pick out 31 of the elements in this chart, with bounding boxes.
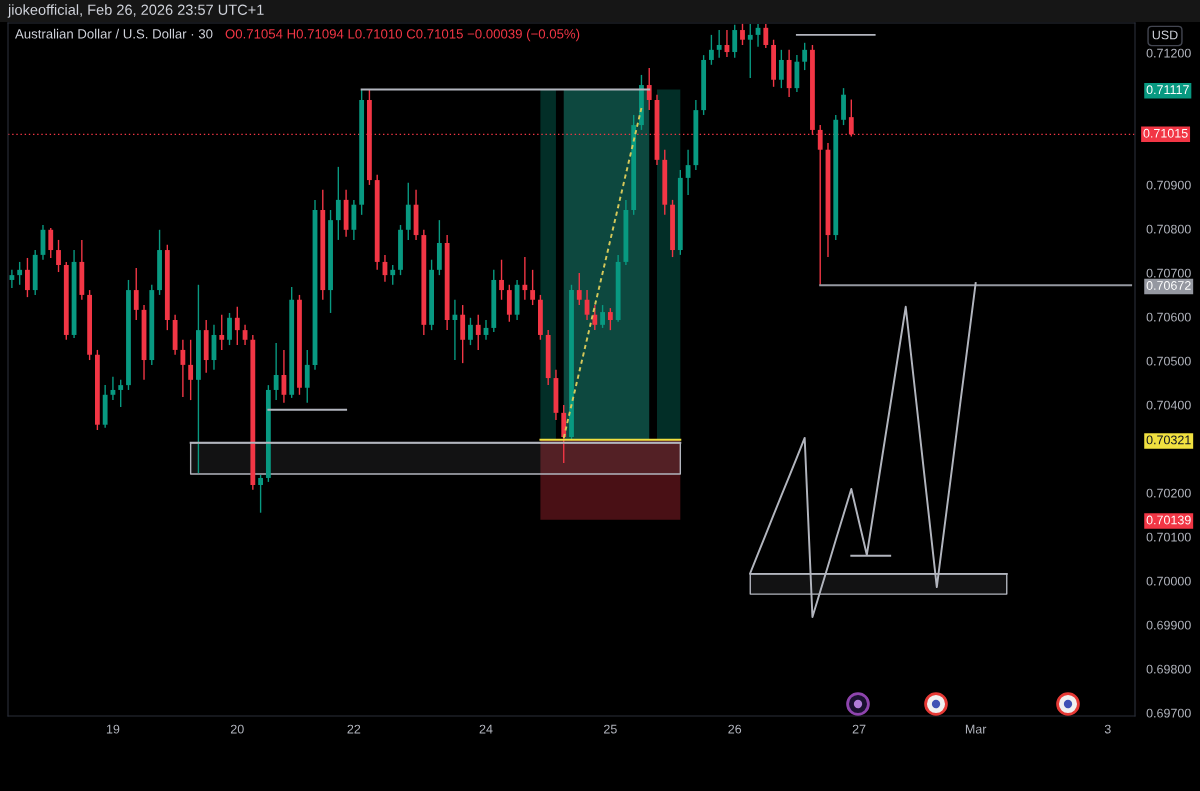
y-tick-label: 0.70100 bbox=[1146, 532, 1191, 542]
y-tick-label: 0.70321 bbox=[1146, 435, 1191, 445]
y-tick-label: 0.69900 bbox=[1146, 620, 1191, 630]
y-tick-label: 0.70139 bbox=[1146, 515, 1191, 525]
y-tick-label: 0.70800 bbox=[1146, 224, 1191, 234]
annotation: O0.71054 H0.71094 L0.71010 C0.71015 −0.00039 (−0.05%) bbox=[225, 28, 580, 42]
x-tick-label: 27 bbox=[852, 724, 866, 734]
chart-subtitle: Australian Dollar / U.S. Dollar · 30 bbox=[15, 28, 213, 39]
y-tick-label: 0.71117 bbox=[1146, 85, 1189, 95]
y-tick-label: 0.69800 bbox=[1146, 664, 1191, 674]
x-tick-label: 24 bbox=[479, 724, 493, 734]
y-tick-label: 0.70900 bbox=[1146, 180, 1191, 190]
chart-title: jiokeofficial, Feb 26, 2026 23:57 UTC+1 bbox=[7, 4, 264, 18]
x-tick-label: Mar bbox=[965, 724, 987, 734]
y-tick-label: 0.70200 bbox=[1146, 488, 1191, 498]
y-tick-label: 0.70672 bbox=[1146, 281, 1191, 290]
y-tick-label: 0.70500 bbox=[1146, 356, 1191, 366]
x-tick-label: 26 bbox=[728, 724, 742, 734]
x-tick-label: 3 bbox=[1104, 724, 1111, 734]
x-tick-label: 19 bbox=[106, 724, 120, 734]
y-axis-title: USD bbox=[1152, 30, 1178, 40]
ref-line-label: 0.71015 bbox=[1143, 128, 1188, 138]
x-tick-label: 25 bbox=[604, 724, 617, 734]
y-tick-label: 0.70400 bbox=[1146, 400, 1191, 410]
y-tick-label: 0.70000 bbox=[1146, 576, 1191, 586]
y-tick-label: 0.70600 bbox=[1146, 312, 1191, 322]
x-tick-label: 20 bbox=[230, 724, 244, 734]
y-tick-label: 0.71200 bbox=[1146, 48, 1191, 58]
y-tick-label: 0.70700 bbox=[1146, 268, 1191, 278]
y-tick-label: 0.69700 bbox=[1146, 708, 1191, 718]
x-tick-label: 22 bbox=[347, 724, 361, 734]
